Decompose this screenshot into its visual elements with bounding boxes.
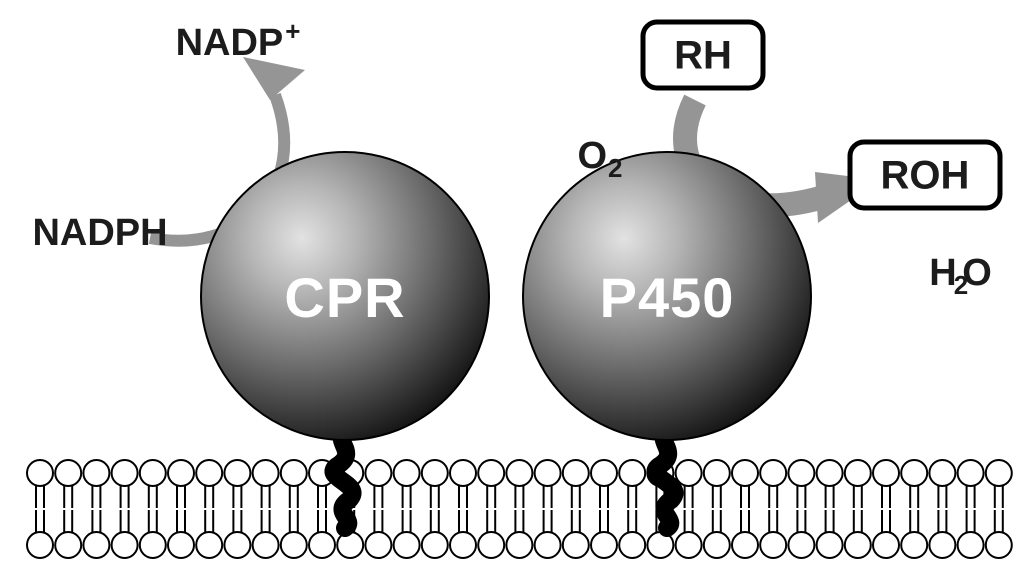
membrane-anchor-cpr <box>333 432 352 528</box>
lipid-head <box>365 460 391 486</box>
lipid-head <box>817 460 843 486</box>
lipid-head <box>986 532 1012 558</box>
lipid-head <box>55 532 81 558</box>
lipid-head <box>591 532 617 558</box>
lipid-head <box>394 460 420 486</box>
lipid-head <box>168 460 194 486</box>
lipid-head <box>365 532 391 558</box>
lipid-head <box>281 532 307 558</box>
lipid-head <box>27 460 53 486</box>
cpr-label: CPR <box>284 266 405 329</box>
lipid-head <box>817 532 843 558</box>
lipid-head <box>422 532 448 558</box>
lipid-head <box>478 532 504 558</box>
lipid-head <box>619 460 645 486</box>
lipid-head <box>535 532 561 558</box>
membrane <box>27 460 1012 558</box>
lipid-head <box>704 460 730 486</box>
p450-diagram: CPR P450 NADPH NADP+ O2 H2O RH ROH <box>0 0 1024 562</box>
lipid-head <box>958 532 984 558</box>
label-o2: O2 <box>577 135 622 183</box>
lipid-head <box>676 460 702 486</box>
lipid-head <box>563 532 589 558</box>
lipid-head <box>958 460 984 486</box>
lipid-head <box>112 460 138 486</box>
lipid-head <box>224 532 250 558</box>
lipid-head <box>112 532 138 558</box>
lipid-head <box>27 532 53 558</box>
lipid-head <box>732 532 758 558</box>
lipid-head <box>563 460 589 486</box>
lipid-head <box>760 460 786 486</box>
lipid-head <box>55 460 81 486</box>
lipid-head <box>253 460 279 486</box>
lipid-head <box>224 460 250 486</box>
lipid-head <box>591 460 617 486</box>
lipid-head <box>704 532 730 558</box>
lipid-head <box>845 532 871 558</box>
lipid-head <box>83 532 109 558</box>
lipid-head <box>196 460 222 486</box>
lipid-head <box>394 532 420 558</box>
membrane-anchor-p450 <box>655 432 674 528</box>
label-h2o: H2O <box>929 252 992 300</box>
lipid-head <box>873 532 899 558</box>
lipid-head <box>845 460 871 486</box>
lipid-head <box>506 532 532 558</box>
p450-label: P450 <box>600 266 735 329</box>
lipid-head <box>281 460 307 486</box>
lipid-head <box>901 460 927 486</box>
lipid-head <box>676 532 702 558</box>
lipid-head <box>478 460 504 486</box>
label-roh: ROH <box>881 154 970 198</box>
lipid-head <box>450 532 476 558</box>
label-rh: RH <box>674 34 732 78</box>
lipid-head <box>450 460 476 486</box>
lipid-head <box>196 532 222 558</box>
lipid-head <box>788 532 814 558</box>
lipid-head <box>986 460 1012 486</box>
lipid-head <box>140 532 166 558</box>
lipid-head <box>83 460 109 486</box>
lipid-head <box>901 532 927 558</box>
lipid-head <box>253 532 279 558</box>
lipid-head <box>506 460 532 486</box>
lipid-head <box>788 460 814 486</box>
lipid-head <box>929 532 955 558</box>
lipid-head <box>309 532 335 558</box>
lipid-head <box>140 460 166 486</box>
lipid-head <box>535 460 561 486</box>
lipid-head <box>422 460 448 486</box>
lipid-head <box>732 460 758 486</box>
lipid-head <box>760 532 786 558</box>
label-nadp: NADP+ <box>176 16 301 64</box>
lipid-head <box>873 460 899 486</box>
lipid-head <box>929 460 955 486</box>
lipid-head <box>619 532 645 558</box>
label-nadph: NADPH <box>32 212 167 254</box>
lipid-head <box>168 532 194 558</box>
